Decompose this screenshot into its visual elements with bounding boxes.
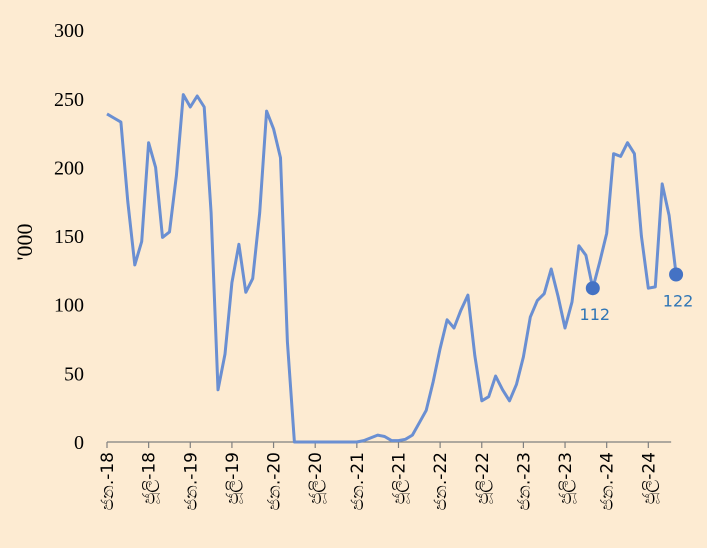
data-label: 122 [663, 291, 694, 310]
y-axis-title: '000 [12, 224, 37, 261]
series-line [106, 93, 678, 444]
y-axis-tick-labels: 0 50 100 150 200 250 300 [54, 20, 84, 454]
y-tick-label: 0 [74, 432, 84, 454]
data-label: 112 [580, 305, 611, 324]
x-axis-ticks [106, 442, 649, 448]
x-tick-label: ජන.-22 [431, 452, 451, 510]
x-tick-label: ජූලි-24 [639, 452, 659, 504]
y-tick-label: 300 [54, 20, 84, 42]
x-axis-tick-labels: ජන.-18 ජූලි-18 ජන.-19 ජූලි-19 ජන.-20 ජූලි-20 ජ… [98, 452, 660, 510]
x-tick-label: ජූලි-19 [223, 452, 243, 504]
highlight-markers: 112 122 [580, 267, 694, 324]
x-tick-label: ජන.-21 [348, 452, 368, 510]
x-tick-label: ජන.-18 [98, 452, 118, 510]
x-tick-label: ජූලි-20 [306, 452, 326, 504]
y-tick-label: 100 [54, 295, 84, 317]
x-tick-label: ජූලි-18 [140, 452, 160, 504]
y-tick-label: 250 [54, 89, 84, 111]
x-tick-label: ජූලි-21 [389, 452, 409, 504]
y-tick-label: 50 [64, 363, 84, 385]
x-tick-label: ජන.-23 [514, 452, 534, 510]
y-tick-label: 150 [54, 226, 84, 248]
highlight-marker [585, 281, 600, 296]
x-tick-label: ජූලි-23 [556, 452, 576, 504]
x-tick-label: ජන.-20 [265, 452, 285, 510]
y-tick-label: 200 [54, 157, 84, 179]
highlight-marker [669, 267, 684, 282]
x-tick-label: ජන.-24 [598, 452, 618, 510]
x-tick-label: ජූලි-22 [473, 452, 493, 504]
x-tick-label: ජන.-19 [181, 452, 201, 510]
